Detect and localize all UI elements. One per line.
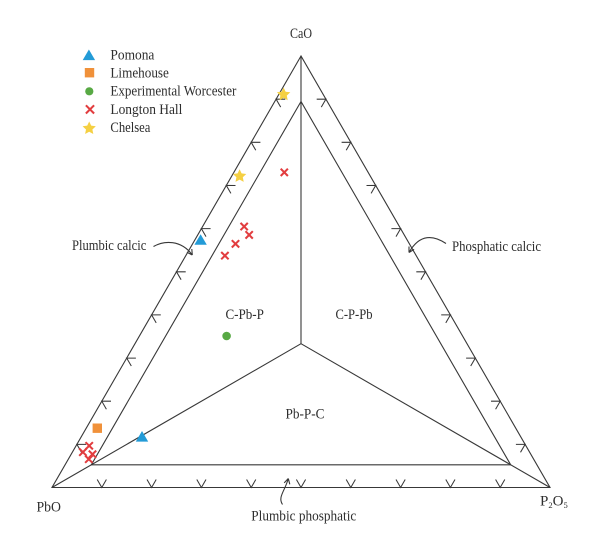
svg-text:Experimental Worcester: Experimental Worcester xyxy=(110,84,236,100)
svg-text:CaO: CaO xyxy=(290,26,312,42)
svg-text:Pomona: Pomona xyxy=(110,47,154,63)
svg-text:Longton Hall: Longton Hall xyxy=(110,102,182,118)
svg-text:Pb-P-C: Pb-P-C xyxy=(286,407,325,423)
svg-text:Plumbic calcic: Plumbic calcic xyxy=(72,238,147,254)
svg-text:Limehouse: Limehouse xyxy=(110,66,169,82)
svg-text:PbO: PbO xyxy=(37,500,62,516)
svg-text:P2O5: P2O5 xyxy=(540,494,568,511)
svg-text:C-Pb-P: C-Pb-P xyxy=(225,307,264,323)
svg-text:Plumbic phosphatic: Plumbic phosphatic xyxy=(251,508,356,524)
svg-text:Chelsea: Chelsea xyxy=(110,120,150,136)
svg-text:C-P-Pb: C-P-Pb xyxy=(336,307,373,323)
svg-text:Phosphatic calcic: Phosphatic calcic xyxy=(452,239,541,255)
